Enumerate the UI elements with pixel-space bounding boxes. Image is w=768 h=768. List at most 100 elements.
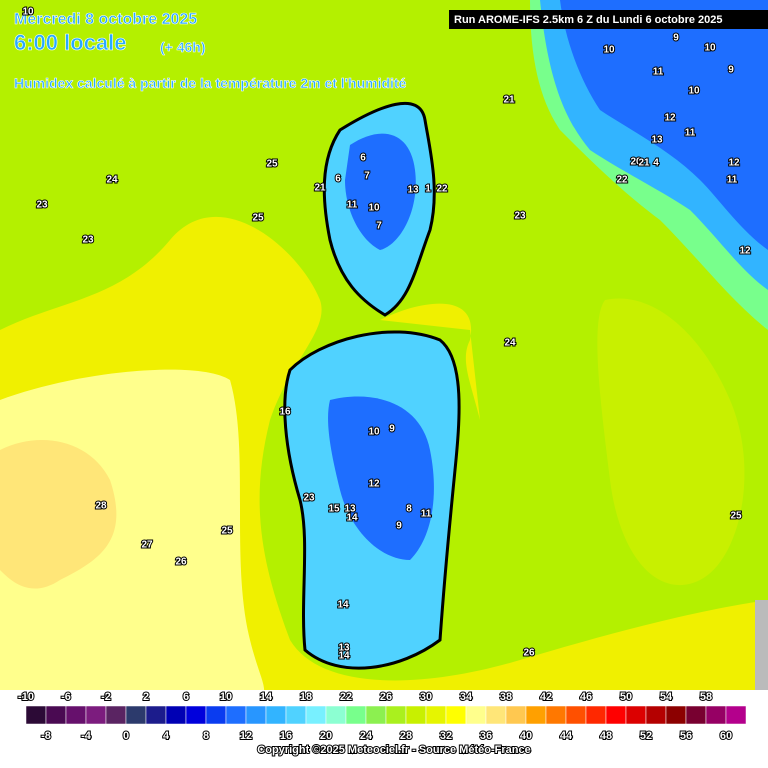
contour-label: 1: [425, 184, 431, 195]
color-swatch: [465, 705, 487, 725]
contour-label: 21: [638, 158, 650, 169]
color-swatch: [265, 705, 287, 725]
color-swatch: [645, 705, 667, 725]
color-swatch: [365, 705, 387, 725]
scale-label: 58: [700, 691, 712, 703]
contour-label: 11: [685, 128, 696, 139]
contour-label: 11: [653, 67, 664, 78]
contour-label: 7: [376, 221, 382, 232]
contour-label: 13: [338, 643, 350, 654]
contour-label: 6: [335, 174, 341, 185]
contour-label: 15: [328, 504, 340, 515]
copyright: Copyright ©2025 Meteociel.fr - Source Mé…: [257, 744, 530, 756]
color-swatch: [285, 705, 307, 725]
scale-label: 10: [220, 691, 232, 703]
contour-label: 12: [728, 158, 740, 169]
scale-label: -6: [61, 691, 71, 703]
contour-label: 10: [704, 43, 716, 54]
color-swatch: [705, 705, 727, 725]
contour-label: 22: [616, 175, 628, 186]
warm-zone: [0, 440, 117, 589]
color-swatch: [725, 705, 747, 725]
green-zone: [597, 298, 745, 586]
color-swatch: [305, 705, 327, 725]
color-swatch: [105, 705, 127, 725]
contour-label: 11: [347, 200, 358, 211]
contour-label: 10: [368, 427, 380, 438]
contour-label: 10: [688, 86, 700, 97]
corsica-core: [345, 133, 416, 250]
color-swatch: [685, 705, 707, 725]
contour-label: 7: [364, 171, 370, 182]
contour-labels: 10 24 23 23 25 25 6 6 7 21 11 10 7 13 1 22 23 22 21 9 10 10 11…: [21, 6, 752, 663]
contour-label: 14: [346, 513, 358, 524]
lead: (+ 46h): [160, 39, 206, 55]
contour-label: 13: [344, 504, 356, 515]
scale-label: 22: [340, 691, 352, 703]
scale-label: 60: [720, 730, 732, 742]
date: Mercredi 8 octobre 2025: [14, 11, 197, 28]
contour-label: 10: [603, 45, 615, 56]
color-swatch: [665, 705, 687, 725]
contour-label: 13: [407, 185, 419, 196]
time: 6:00 locale: [14, 30, 127, 55]
scale-label: 54: [660, 691, 673, 703]
contour-label: 10: [22, 7, 34, 18]
scale-label: 42: [540, 691, 552, 703]
run-box: [449, 10, 768, 29]
scale-label: 2: [143, 691, 149, 703]
color-swatch: [25, 705, 47, 725]
color-swatch: [125, 705, 147, 725]
scale-label: 46: [580, 691, 592, 703]
scale-label: 14: [260, 691, 273, 703]
scale-label: 12: [240, 730, 252, 742]
color-swatch: [205, 705, 227, 725]
scale-label: 56: [680, 730, 692, 742]
color-swatch: [345, 705, 367, 725]
contour-label: 23: [303, 493, 315, 504]
color-swatch: [65, 705, 87, 725]
contour-label: 9: [673, 33, 679, 44]
description: Humidex calculé à partir de la températu…: [14, 75, 407, 91]
color-swatch: [485, 705, 507, 725]
contour-label: 9: [389, 424, 395, 435]
scale-label: 4: [163, 730, 170, 742]
contour-label: 24: [504, 338, 516, 349]
contour-label: 9: [396, 521, 402, 532]
color-swatch: [625, 705, 647, 725]
scale-label: 52: [640, 730, 652, 742]
scale-label: 48: [600, 730, 612, 742]
scale-label: 6: [183, 691, 189, 703]
contour-label: 23: [82, 235, 94, 246]
contour-label: 25: [730, 511, 742, 522]
scale-label: 28: [400, 730, 412, 742]
contour-label: 12: [368, 479, 380, 490]
color-swatch: [185, 705, 207, 725]
contour-label: 27: [141, 540, 153, 551]
scale-label: 32: [440, 730, 452, 742]
contour-label: 11: [421, 509, 432, 520]
contour-label: 14: [338, 651, 350, 662]
contour-label: 25: [266, 159, 278, 170]
color-swatch: [525, 705, 547, 725]
contour-label: 28: [95, 501, 107, 512]
color-swatch: [605, 705, 627, 725]
scale-label: 36: [480, 730, 492, 742]
contour-label: 21: [314, 183, 326, 194]
contour-label: 22: [436, 184, 448, 195]
color-swatch: [145, 705, 167, 725]
color-swatch: [545, 705, 567, 725]
scale-label: -2: [101, 691, 111, 703]
contour-label: 20: [630, 157, 642, 168]
color-swatch: [245, 705, 267, 725]
contour-label: 16: [279, 407, 291, 418]
scale-label: 0: [123, 730, 129, 742]
color-swatch: [85, 705, 107, 725]
contour-label: 26: [175, 557, 187, 568]
scale-label: 30: [420, 691, 432, 703]
scale-label: 18: [300, 691, 312, 703]
scale-label: 38: [500, 691, 512, 703]
legend-area: [0, 690, 768, 768]
scale-label: 20: [320, 730, 332, 742]
